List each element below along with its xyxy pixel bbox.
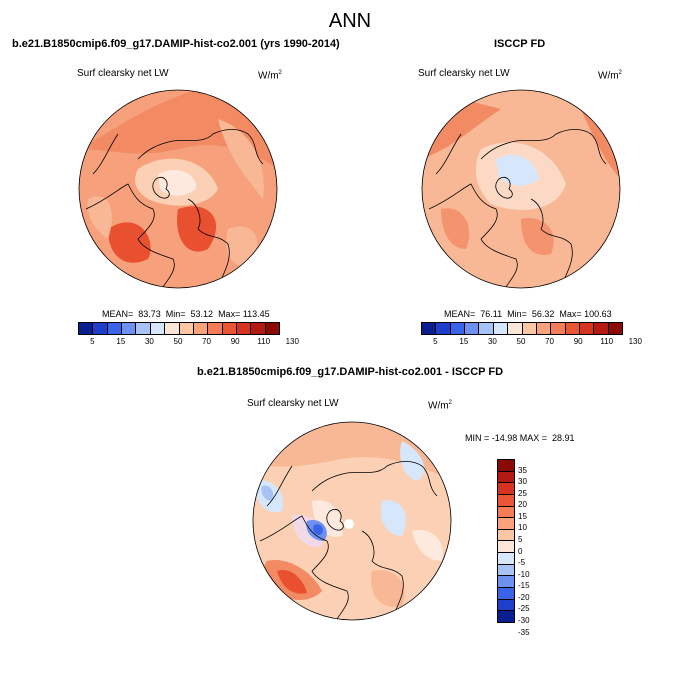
panel3-colorbar-labels: 35 30 25 20 15 10 5 0 -5 -10 -15 -20 -25 -30 -35 [518, 459, 548, 637]
panel3-colorbar [497, 459, 515, 623]
panel3-colorbar-swatch [498, 505, 514, 518]
panel1-colorbar-swatch [135, 323, 150, 334]
panel3-colorbar-tick-label: -20 [518, 592, 530, 602]
panel1-colorbar-swatch [106, 323, 122, 334]
panel3-colorbar-swatch [498, 540, 514, 553]
panel3-colorbar-swatch [498, 517, 514, 529]
panel1-colorbar-tick-label: 5 [90, 337, 95, 346]
panel1-colorbar-swatch [264, 323, 280, 334]
panel3-colorbar-tick-label: -10 [518, 569, 530, 579]
panel3-colorbar-swatch [498, 482, 514, 494]
figure-title: ANN [328, 10, 372, 32]
panel1-units-label: W/m2 [258, 70, 282, 82]
panel3-units-label: W/m2 [428, 400, 452, 412]
panel2-colorbar-labels: 5 15 30 50 70 90 110 130 [421, 337, 642, 347]
panel2-colorbar-tick-label: 5 [433, 337, 438, 346]
panel3-colorbar-tick-label: 5 [518, 535, 523, 544]
panel3-colorbar-swatch [498, 528, 514, 541]
panel2-colorbar-swatch [464, 323, 479, 334]
panel3-colorbar-tick-label: -5 [518, 558, 526, 568]
panel3-colorbar-tick-label: 10 [518, 523, 527, 533]
panel3-colorbar-swatch [498, 493, 514, 506]
panel3-colorbar-swatch [498, 575, 514, 588]
panel2-colorbar-tick-label: 130 [628, 337, 642, 346]
panel2-colorbar-swatch [449, 323, 465, 334]
panel1-colorbar-tick-label: 110 [257, 337, 271, 346]
panel1-colorbar-swatch [250, 323, 265, 334]
panel2-colorbar-tick-label: 90 [573, 337, 583, 346]
panel1-colorbar [78, 322, 280, 335]
panel1-colorbar-swatch [149, 323, 165, 334]
panel3-colorbar-swatch [498, 610, 514, 622]
panel1-colorbar-swatch [164, 323, 179, 334]
panel3-colorbar-tick-label: -15 [518, 581, 530, 591]
panel3-colorbar-tick-label: 35 [518, 465, 527, 475]
panel1-colorbar-tick-label: 50 [173, 337, 183, 346]
panel3-case-title: b.e21.B1850cmip6.f09_g17.DAMIP-hist-co2.… [196, 366, 504, 378]
panel1-variable-label: Surf clearsky net LW [77, 68, 169, 79]
panel1-stats: MEAN= 83.73 Min= 53.12 Max= 113.45 [102, 309, 270, 319]
panel1-colorbar-swatch [121, 323, 136, 334]
panel2-colorbar-swatch [435, 323, 450, 334]
panel3-colorbar-swatch [498, 460, 514, 471]
panel3-colorbar-tick-label: -35 [518, 627, 530, 637]
panel1-colorbar-swatch [207, 323, 222, 334]
panel2-colorbar-swatch [564, 323, 579, 334]
panel2-colorbar-tick-label: 70 [545, 337, 555, 346]
panel2-colorbar-tick-label: 30 [487, 337, 497, 346]
panel2-colorbar-swatch [578, 323, 594, 334]
panel1-colorbar-swatch [92, 323, 107, 334]
panel3-variable-label: Surf clearsky net LW [247, 398, 339, 409]
panel2-colorbar-swatch [478, 323, 493, 334]
panel3-colorbar-swatch [498, 563, 514, 576]
panel2-colorbar-swatch [422, 323, 436, 334]
panel2-colorbar-tick-label: 15 [459, 337, 469, 346]
panel2-colorbar-swatch [492, 323, 508, 334]
panel2-colorbar-swatch [521, 323, 536, 334]
panel3-colorbar-tick-label: 25 [518, 488, 527, 498]
panel3-min-max: MIN = -14.98 MAX = 28.91 [465, 433, 575, 443]
panel3-colorbar-swatch [498, 587, 514, 599]
panel1-colorbar-tick-label: 15 [116, 337, 126, 346]
panel2-colorbar-swatch [550, 323, 565, 334]
panel3-colorbar-tick-label: -30 [518, 616, 530, 625]
panel1-colorbar-tick-label: 90 [230, 337, 240, 346]
panel3-colorbar-tick-label: -25 [518, 604, 530, 614]
panel1-colorbar-swatch [178, 323, 193, 334]
panel1-colorbar-tick-label: 130 [285, 337, 299, 346]
panel3-colorbar-tick-label: 15 [518, 511, 527, 521]
panel2-colorbar-tick-label: 110 [600, 337, 614, 346]
panel1-colorbar-labels: 5 15 30 50 70 90 110 130 [78, 337, 299, 347]
panel2-colorbar-swatch [507, 323, 522, 334]
panel1-colorbar-swatch [192, 323, 208, 334]
panel1-colorbar-swatch [235, 323, 251, 334]
panel3-colorbar-swatch [498, 552, 514, 564]
panel2-stats: MEAN= 76.11 Min= 56.32 Max= 100.63 [444, 309, 612, 319]
panel3-colorbar-tick-label: 0 [518, 546, 523, 556]
panel3-polar-map [252, 421, 452, 621]
panel3-colorbar-tick-label: 30 [518, 477, 527, 487]
panel2-case-title: ISCCP FD [494, 38, 546, 50]
panel2-variable-label: Surf clearsky net LW [418, 68, 510, 79]
panel2-units-label: W/m2 [598, 70, 622, 82]
panel3-colorbar-swatch [498, 598, 514, 611]
panel1-case-title: b.e21.B1850cmip6.f09_g17.DAMIP-hist-co2.… [12, 38, 340, 50]
panel2-colorbar-swatch [607, 323, 623, 334]
panel2-colorbar-swatch [593, 323, 608, 334]
panel2-polar-map [421, 89, 621, 289]
panel2-colorbar-swatch [535, 323, 551, 334]
panel1-colorbar-swatch [79, 323, 93, 334]
panel1-colorbar-swatch [221, 323, 236, 334]
panel1-colorbar-tick-label: 30 [144, 337, 154, 346]
panel1-polar-map [78, 89, 278, 289]
panel2-colorbar-tick-label: 50 [516, 337, 526, 346]
panel3-colorbar-swatch [498, 470, 514, 483]
panel1-colorbar-tick-label: 70 [202, 337, 212, 346]
panel2-colorbar [421, 322, 623, 335]
panel3-colorbar-tick-label: 20 [518, 500, 527, 510]
